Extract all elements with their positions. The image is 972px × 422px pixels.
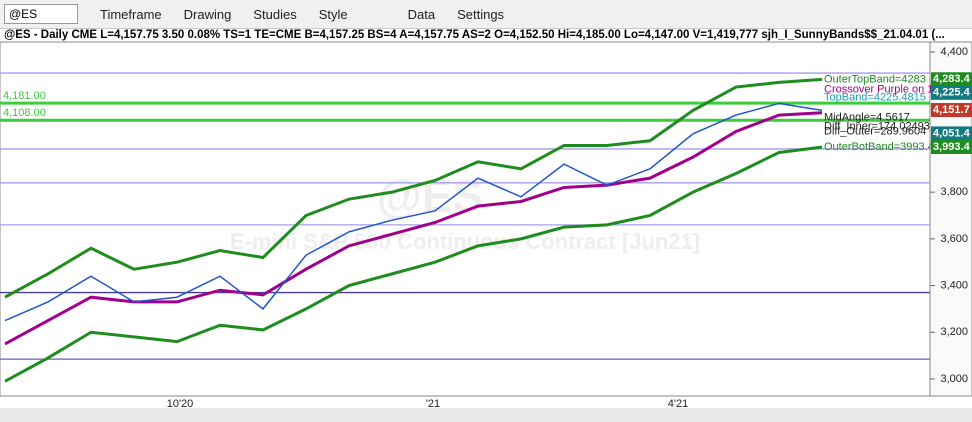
price-tag-label: 4,151.7: [933, 104, 970, 116]
y-tick-label: 4,400: [940, 46, 968, 58]
toolbar-item[interactable]: Settings: [457, 6, 505, 22]
level-label: 4,181.00: [3, 90, 46, 102]
study-label: Diff_Inner=174.02493: [824, 121, 930, 133]
series-line: [4, 77, 823, 299]
series-line: [4, 111, 823, 346]
toolbar-item[interactable]: Data: [407, 6, 436, 22]
price-axis: [929, 41, 972, 397]
plot-frame: [0, 41, 931, 397]
price-tag: [931, 126, 972, 141]
y-tick-label: 3,800: [940, 186, 968, 198]
toolbar-item[interactable]: Timeframe: [100, 6, 162, 22]
y-tick-label: 3,600: [940, 233, 968, 245]
price-tag-label: 4,283.4: [933, 73, 971, 85]
study-label: MidAngle=4.5617: [824, 111, 910, 123]
series-line: [4, 102, 823, 322]
y-tick-label: 3,400: [940, 279, 968, 291]
scrollbar[interactable]: [0, 408, 972, 422]
x-tick-label: '21: [426, 398, 440, 410]
toolbar: @ES Timeframe Drawing Studies Style Data…: [0, 0, 972, 29]
level-label: 4,108.00: [3, 107, 46, 119]
study-label: OuterBotBand=3993.4: [824, 141, 934, 153]
price-tag: [931, 72, 972, 87]
price-tag-label: 4,051.4: [933, 127, 971, 139]
y-tick-label: 3,000: [940, 373, 968, 385]
study-label: TopBand=4225.4815: [824, 91, 926, 103]
series-line: [4, 145, 823, 383]
price-tag: [931, 139, 972, 154]
x-tick-label: 10'20: [167, 398, 194, 410]
price-tag: [931, 103, 972, 118]
x-tick-label: 4'21: [668, 398, 688, 410]
price-tag-label: 4,225.4: [933, 87, 971, 99]
price-tag-label: 3,993.4: [933, 141, 971, 153]
price-tag: [931, 85, 972, 100]
toolbar-item[interactable]: Style: [318, 6, 348, 22]
symbol-box[interactable]: @ES: [4, 4, 78, 24]
toolbar-item[interactable]: Drawing: [183, 6, 232, 22]
header: @ES - Daily CME L=4,157.75 3.50 0.08% TS…: [4, 29, 945, 41]
toolbar-item[interactable]: Studies: [253, 6, 297, 22]
watermark-symbol: @ES: [377, 170, 483, 222]
y-tick-label: 3,200: [940, 326, 968, 338]
study-label: Diff_Outer=289.9604: [824, 125, 926, 137]
study-label: Crossover Purple on 1: [824, 83, 933, 95]
study-label: OuterTopBand=4283: [824, 73, 926, 85]
